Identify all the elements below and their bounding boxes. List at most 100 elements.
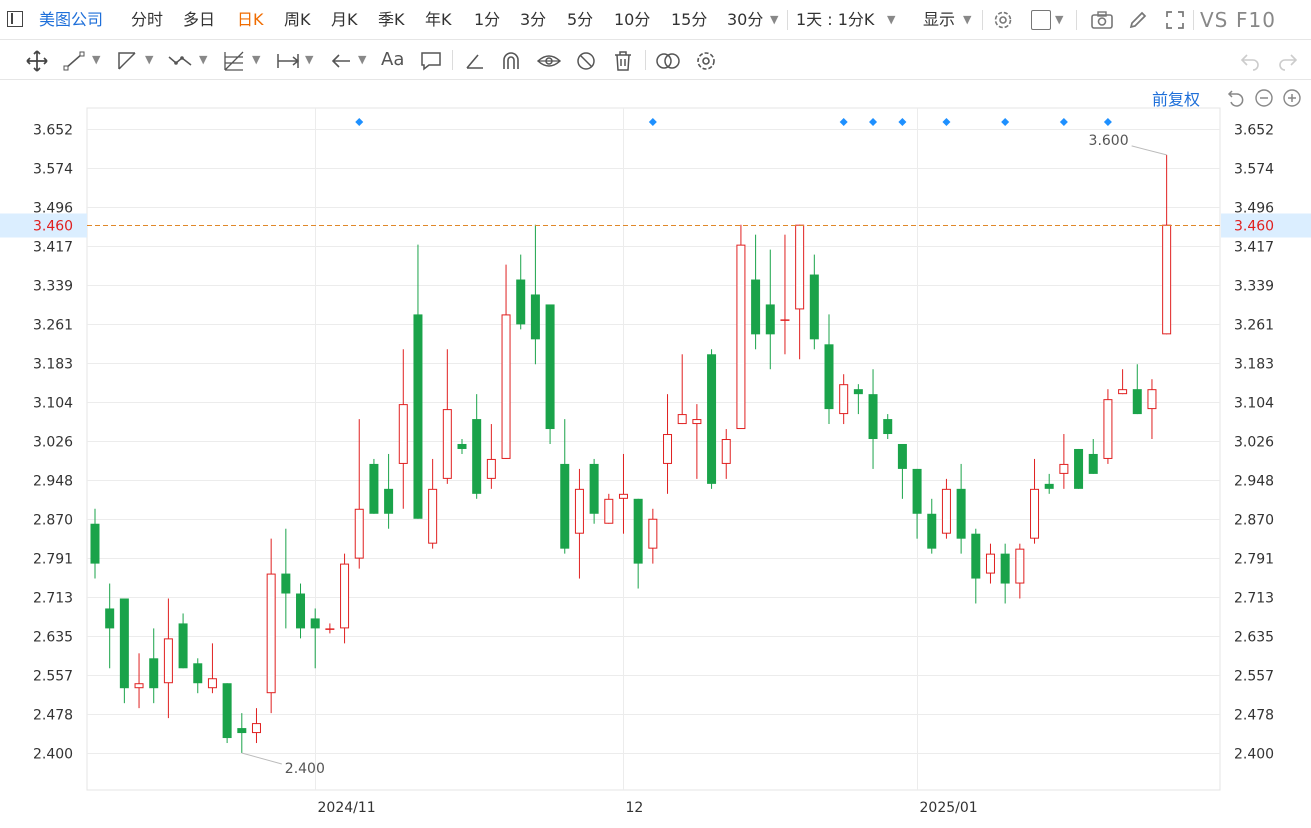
display-menu[interactable]: 显示 bbox=[923, 10, 956, 29]
reset-icon[interactable] bbox=[1226, 88, 1246, 108]
text-icon[interactable]: Aa bbox=[381, 49, 405, 70]
undo-icon[interactable] bbox=[1238, 49, 1262, 73]
period-tab-intraday[interactable]: 分时 bbox=[131, 10, 164, 29]
candle-body bbox=[207, 678, 217, 689]
candle bbox=[207, 643, 217, 694]
chevron-down-icon[interactable]: ▼ bbox=[887, 13, 896, 26]
candle bbox=[824, 314, 834, 425]
move-icon[interactable] bbox=[25, 49, 49, 73]
candle-body bbox=[1015, 548, 1025, 584]
overlay-icon[interactable] bbox=[654, 49, 682, 73]
multi-period-select[interactable]: 1天 : 1分K bbox=[796, 10, 875, 29]
y-tick-label-left: 3.339 bbox=[33, 279, 73, 295]
period-tab-year[interactable]: 年K bbox=[425, 10, 452, 29]
y-tick-label-right: 2.948 bbox=[1234, 474, 1274, 490]
magnet-icon[interactable] bbox=[499, 49, 523, 73]
candle-body bbox=[927, 513, 937, 549]
hide-icon[interactable] bbox=[574, 49, 598, 73]
chevron-down-icon[interactable]: ▼ bbox=[1055, 13, 1064, 26]
fib-icon[interactable] bbox=[222, 49, 246, 73]
period-tab-quarter[interactable]: 季K bbox=[378, 10, 405, 29]
adjust-mode-button[interactable]: 前复权 bbox=[1152, 90, 1201, 109]
y-tick-label-left: 3.574 bbox=[33, 162, 73, 178]
y-tick-label-left: 3.183 bbox=[33, 357, 73, 373]
candle bbox=[1162, 154, 1172, 335]
arrow-icon[interactable] bbox=[329, 49, 353, 73]
pencil-icon[interactable] bbox=[1127, 9, 1149, 31]
candle bbox=[956, 463, 966, 554]
chevron-down-icon[interactable]: ▼ bbox=[963, 13, 972, 26]
chevron-down-icon[interactable]: ▼ bbox=[252, 53, 261, 66]
candle-body bbox=[1103, 399, 1113, 459]
wave-icon[interactable] bbox=[167, 49, 195, 73]
event-marker bbox=[869, 118, 878, 126]
period-tab-month[interactable]: 月K bbox=[331, 10, 358, 29]
eye-icon[interactable] bbox=[536, 49, 562, 73]
f10-button[interactable]: F10 bbox=[1236, 8, 1276, 32]
stock-name[interactable]: 美图公司 bbox=[39, 10, 104, 29]
ruler-icon[interactable] bbox=[463, 49, 487, 73]
fullscreen-icon[interactable] bbox=[1164, 9, 1186, 31]
period-tab-multiday[interactable]: 多日 bbox=[183, 10, 216, 29]
line-icon[interactable] bbox=[62, 49, 86, 73]
candle-body bbox=[1088, 453, 1098, 474]
candle bbox=[340, 553, 350, 644]
layout-icon[interactable] bbox=[1031, 10, 1051, 30]
zoom-out-icon[interactable] bbox=[1254, 88, 1274, 108]
period-tab-1min[interactable]: 1分 bbox=[474, 10, 501, 29]
y-tick-label-right: 3.183 bbox=[1234, 357, 1274, 373]
redo-icon[interactable] bbox=[1276, 49, 1300, 73]
period-tab-3min[interactable]: 3分 bbox=[520, 10, 547, 29]
candle-body bbox=[266, 573, 276, 694]
channel-icon[interactable] bbox=[115, 49, 139, 73]
candle bbox=[1044, 473, 1054, 494]
candle-body bbox=[193, 663, 203, 684]
candle bbox=[692, 404, 702, 479]
period-tab-30min[interactable]: 30分 bbox=[727, 10, 764, 29]
candle bbox=[853, 384, 863, 415]
candle-body bbox=[369, 463, 379, 514]
period-tab-15min[interactable]: 15分 bbox=[671, 10, 708, 29]
zoom-in-icon[interactable] bbox=[1282, 88, 1302, 108]
toolbar-divider bbox=[787, 10, 788, 30]
comment-icon[interactable] bbox=[419, 49, 443, 73]
candle-body bbox=[618, 493, 628, 499]
chevron-down-icon[interactable]: ▼ bbox=[92, 53, 101, 66]
candle-body bbox=[340, 563, 350, 629]
candle bbox=[516, 254, 526, 330]
gear-icon[interactable] bbox=[992, 9, 1014, 31]
candle-body bbox=[134, 683, 144, 689]
period-tab-week[interactable]: 周K bbox=[284, 10, 311, 29]
period-tab-10min[interactable]: 10分 bbox=[614, 10, 651, 29]
chevron-down-icon[interactable]: ▼ bbox=[305, 53, 314, 66]
candle bbox=[163, 598, 173, 719]
candle-body bbox=[281, 573, 291, 594]
camera-icon[interactable] bbox=[1090, 9, 1114, 31]
trash-icon[interactable] bbox=[611, 49, 635, 73]
range-icon[interactable] bbox=[275, 49, 301, 73]
y-tick-label-right: 2.635 bbox=[1234, 630, 1274, 646]
chevron-down-icon[interactable]: ▼ bbox=[145, 53, 154, 66]
period-tab-5min[interactable]: 5分 bbox=[567, 10, 594, 29]
y-tick-label-right: 2.713 bbox=[1234, 591, 1274, 607]
sidebar-toggle-icon[interactable] bbox=[7, 11, 23, 27]
candle bbox=[736, 224, 746, 430]
vs-button[interactable]: VS bbox=[1200, 8, 1229, 32]
chevron-down-icon[interactable]: ▼ bbox=[358, 53, 367, 66]
candle bbox=[618, 453, 628, 534]
chevron-down-icon[interactable]: ▼ bbox=[199, 53, 208, 66]
event-marker bbox=[942, 118, 951, 126]
candle-body bbox=[824, 344, 834, 410]
candle bbox=[501, 264, 511, 459]
candle bbox=[149, 628, 159, 704]
period-tab-day[interactable]: 日K bbox=[237, 10, 264, 29]
candle-body bbox=[1000, 553, 1010, 584]
candle-body bbox=[589, 463, 599, 514]
event-marker bbox=[648, 118, 657, 126]
candle bbox=[971, 528, 981, 604]
settings-icon[interactable] bbox=[694, 49, 718, 73]
plot-frame bbox=[86, 107, 1221, 791]
chevron-down-icon[interactable]: ▼ bbox=[770, 13, 779, 26]
candle bbox=[1132, 364, 1142, 415]
